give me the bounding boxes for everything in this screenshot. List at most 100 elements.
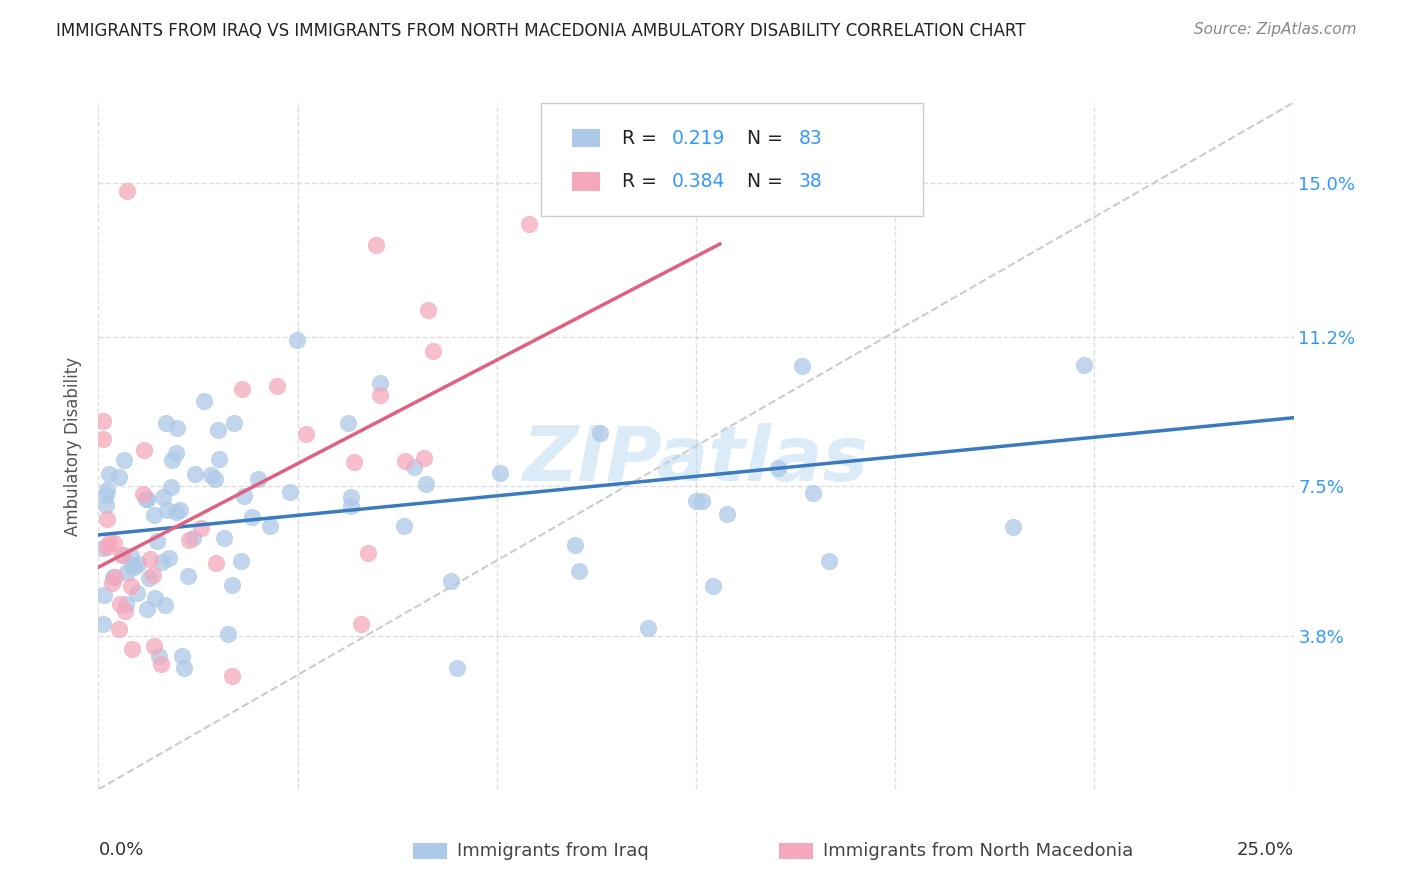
- Point: [412, 451, 434, 466]
- Point: [121, 642, 143, 657]
- Point: [160, 480, 183, 494]
- Point: [568, 565, 591, 579]
- Point: [110, 548, 132, 562]
- Y-axis label: Ambulatory Disability: Ambulatory Disability: [65, 357, 83, 535]
- Point: [110, 597, 132, 611]
- Point: [564, 538, 586, 552]
- Point: [136, 491, 159, 506]
- Point: [149, 657, 172, 672]
- Point: [108, 470, 131, 484]
- Point: [146, 533, 169, 548]
- Text: 83: 83: [799, 128, 823, 148]
- Point: [690, 494, 713, 508]
- Text: Immigrants from North Macedonia: Immigrants from North Macedonia: [823, 842, 1133, 860]
- Point: [181, 532, 204, 546]
- Point: [153, 598, 176, 612]
- Point: [200, 467, 222, 482]
- Point: [127, 586, 149, 600]
- FancyBboxPatch shape: [572, 129, 600, 147]
- Text: IMMIGRANTS FROM IRAQ VS IMMIGRANTS FROM NORTH MACEDONIA AMBULATORY DISABILITY CO: IMMIGRANTS FROM IRAQ VS IMMIGRANTS FROM …: [56, 22, 1026, 40]
- Point: [637, 621, 659, 635]
- Point: [115, 565, 138, 579]
- Point: [115, 185, 138, 199]
- Point: [169, 503, 191, 517]
- Point: [165, 505, 187, 519]
- Point: [135, 491, 157, 506]
- Point: [104, 569, 127, 583]
- Text: R =: R =: [621, 172, 662, 191]
- Point: [340, 490, 363, 504]
- Point: [114, 604, 136, 618]
- Point: [190, 521, 212, 535]
- Point: [416, 302, 439, 317]
- Point: [165, 445, 187, 459]
- Point: [127, 558, 149, 572]
- Point: [91, 432, 114, 446]
- Point: [488, 466, 510, 480]
- Point: [266, 378, 288, 392]
- Point: [366, 238, 388, 252]
- Point: [205, 556, 228, 570]
- Text: N =: N =: [748, 128, 789, 148]
- Point: [768, 461, 790, 475]
- Point: [98, 536, 121, 550]
- Point: [122, 559, 145, 574]
- Point: [173, 661, 195, 675]
- Point: [138, 551, 160, 566]
- Text: Immigrants from Iraq: Immigrants from Iraq: [457, 842, 648, 860]
- Point: [111, 548, 134, 562]
- Point: [91, 541, 114, 556]
- Point: [402, 460, 425, 475]
- FancyBboxPatch shape: [541, 103, 922, 216]
- Point: [156, 503, 179, 517]
- Point: [392, 518, 415, 533]
- Point: [121, 558, 143, 573]
- Point: [204, 471, 226, 485]
- Text: R =: R =: [621, 128, 662, 148]
- Point: [221, 669, 243, 683]
- Point: [336, 416, 359, 430]
- Point: [207, 423, 229, 437]
- Point: [357, 546, 380, 560]
- Point: [440, 574, 463, 589]
- Point: [368, 388, 391, 402]
- Point: [112, 453, 135, 467]
- Point: [150, 555, 173, 569]
- Point: [350, 616, 373, 631]
- Point: [716, 507, 738, 521]
- Point: [108, 622, 131, 636]
- Text: 0.384: 0.384: [672, 172, 725, 191]
- Point: [120, 579, 142, 593]
- Text: 0.0%: 0.0%: [98, 841, 143, 859]
- Point: [103, 570, 125, 584]
- Text: N =: N =: [748, 172, 789, 191]
- Point: [152, 490, 174, 504]
- Point: [193, 394, 215, 409]
- Point: [91, 414, 114, 428]
- Point: [179, 533, 201, 547]
- Point: [142, 639, 165, 653]
- Point: [221, 578, 243, 592]
- Point: [343, 455, 366, 469]
- Point: [1001, 520, 1024, 534]
- Point: [801, 486, 824, 500]
- Point: [96, 488, 118, 502]
- Point: [246, 472, 269, 486]
- Point: [212, 531, 235, 545]
- Point: [160, 453, 183, 467]
- Point: [157, 551, 180, 566]
- Point: [222, 416, 245, 430]
- Point: [132, 487, 155, 501]
- Text: 0.219: 0.219: [672, 128, 725, 148]
- Point: [166, 421, 188, 435]
- Point: [143, 591, 166, 606]
- Point: [394, 454, 416, 468]
- Point: [94, 498, 117, 512]
- Point: [259, 518, 281, 533]
- Point: [208, 451, 231, 466]
- Point: [148, 649, 170, 664]
- Point: [415, 476, 437, 491]
- Point: [103, 536, 125, 550]
- Point: [142, 567, 165, 582]
- Text: ZIPatlas: ZIPatlas: [523, 423, 869, 497]
